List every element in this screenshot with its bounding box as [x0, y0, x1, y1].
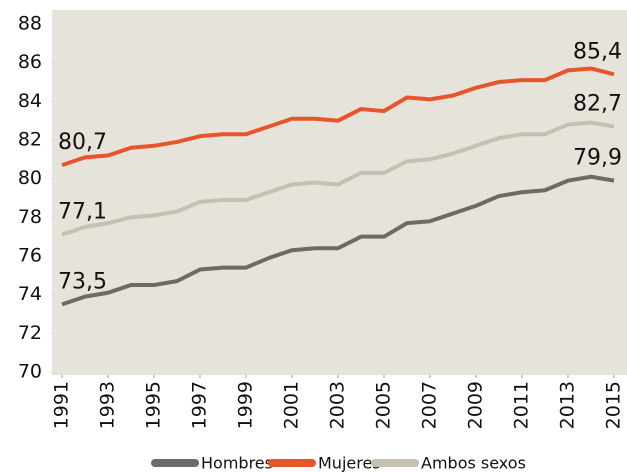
x-tick-label: 2001 — [281, 381, 303, 429]
y-tick-label: 72 — [18, 322, 42, 344]
value-label: 73,5 — [58, 269, 107, 294]
value-label: 77,1 — [58, 200, 107, 225]
legend-label: Hombres — [201, 454, 273, 472]
value-label: 82,7 — [573, 91, 622, 116]
y-tick-label: 88 — [18, 13, 42, 35]
x-tick-label: 2011 — [511, 381, 533, 429]
x-tick-label: 1999 — [235, 381, 257, 429]
y-tick-label: 74 — [18, 283, 42, 305]
value-label: 79,9 — [573, 146, 622, 171]
value-label: 80,7 — [58, 130, 107, 155]
x-tick-label: 2013 — [557, 381, 579, 429]
y-tick-label: 82 — [18, 129, 42, 151]
x-tick-label: 1991 — [51, 381, 73, 429]
x-tick-label: 2005 — [373, 381, 395, 429]
x-tick-label: 2009 — [465, 381, 487, 429]
y-tick-label: 76 — [18, 245, 42, 267]
y-tick-label: 70 — [18, 361, 42, 383]
series-line — [61, 174, 615, 307]
x-tick-label: 1997 — [189, 381, 211, 429]
y-tick-label: 80 — [18, 167, 42, 189]
legend-label: Ambos sexos — [421, 454, 526, 472]
x-tick-label: 1993 — [97, 381, 119, 429]
series-line — [61, 120, 615, 237]
legend-label: Mujeres — [318, 454, 381, 472]
x-tick-label: 2003 — [327, 381, 349, 429]
y-tick-label: 84 — [18, 90, 42, 112]
series-line — [61, 66, 615, 168]
y-tick-label: 78 — [18, 206, 42, 228]
x-tick-label: 1995 — [143, 381, 165, 429]
y-tick-label: 86 — [18, 51, 42, 73]
x-tick-label: 2015 — [603, 381, 625, 429]
x-tick-label: 2007 — [419, 381, 441, 429]
value-label: 85,4 — [573, 39, 622, 64]
